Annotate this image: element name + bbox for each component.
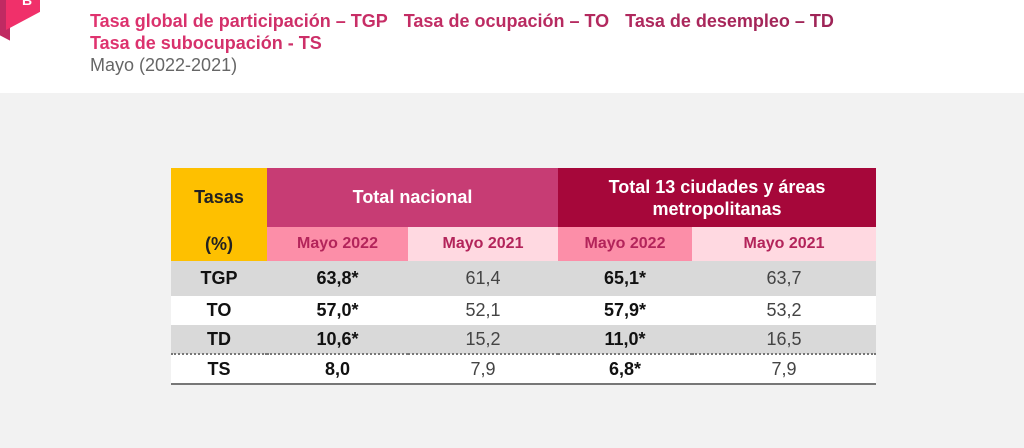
- cell-met-2021: 7,9: [692, 353, 876, 385]
- cell-nac-2022: 10,6*: [267, 325, 408, 354]
- rates-table: Tasas Total nacional Total 13 ciudades y…: [171, 168, 876, 385]
- cell-nac-2022: 63,8*: [267, 261, 408, 296]
- page-header: B Tasa global de participación – TGP Tasa…: [0, 0, 1024, 93]
- title-tgp: Tasa global de participación – TGP: [90, 11, 388, 31]
- cell-met-2022: 57,9*: [558, 296, 692, 325]
- badge-letter: B: [22, 0, 33, 8]
- title-ts: Tasa de subocupación - TS: [90, 32, 850, 54]
- header-percent: (%): [171, 227, 267, 261]
- title-block: Tasa global de participación – TGP Tasa d…: [90, 10, 850, 76]
- cell-met-2021: 53,2: [692, 296, 876, 325]
- cell-nac-2022: 8,0: [267, 353, 408, 385]
- cell-met-2022: 11,0*: [558, 325, 692, 354]
- cell-met-2021: 63,7: [692, 261, 876, 296]
- row-label: TD: [171, 325, 267, 354]
- row-label: TO: [171, 296, 267, 325]
- section-badge-icon: B: [0, 0, 42, 46]
- header-total-nacional: Total nacional: [267, 168, 558, 227]
- row-label: TS: [171, 353, 267, 385]
- row-label: TGP: [171, 261, 267, 296]
- header-total-metro: Total 13 ciudades y áreas metropolitanas: [558, 168, 876, 227]
- header-met-2021: Mayo 2021: [692, 227, 876, 261]
- subtitle: Mayo (2022-2021): [90, 55, 238, 75]
- title-to: Tasa de ocupación – TO: [403, 11, 610, 31]
- title-td: Tasa de desempleo – TD: [625, 11, 834, 31]
- cell-met-2021: 16,5: [692, 325, 876, 354]
- header-tasas: Tasas: [171, 168, 267, 227]
- table-row-td: TD 10,6* 15,2 11,0* 16,5: [171, 325, 876, 354]
- cell-nac-2021: 15,2: [408, 325, 558, 354]
- header-met-2022: Mayo 2022: [558, 227, 692, 261]
- cell-met-2022: 6,8*: [558, 353, 692, 385]
- cell-nac-2021: 61,4: [408, 261, 558, 296]
- cell-nac-2022: 57,0*: [267, 296, 408, 325]
- header-nac-2021: Mayo 2021: [408, 227, 558, 261]
- title-line-1: Tasa global de participación – TGP Tasa d…: [90, 10, 850, 32]
- table-row-tgp: TGP 63,8* 61,4 65,1* 63,7: [171, 261, 876, 296]
- table-row-ts: TS 8,0 7,9 6,8* 7,9: [171, 353, 876, 385]
- header-nac-2022: Mayo 2022: [267, 227, 408, 261]
- cell-nac-2021: 7,9: [408, 353, 558, 385]
- table-row-to: TO 57,0* 52,1 57,9* 53,2: [171, 296, 876, 325]
- cell-met-2022: 65,1*: [558, 261, 692, 296]
- cell-nac-2021: 52,1: [408, 296, 558, 325]
